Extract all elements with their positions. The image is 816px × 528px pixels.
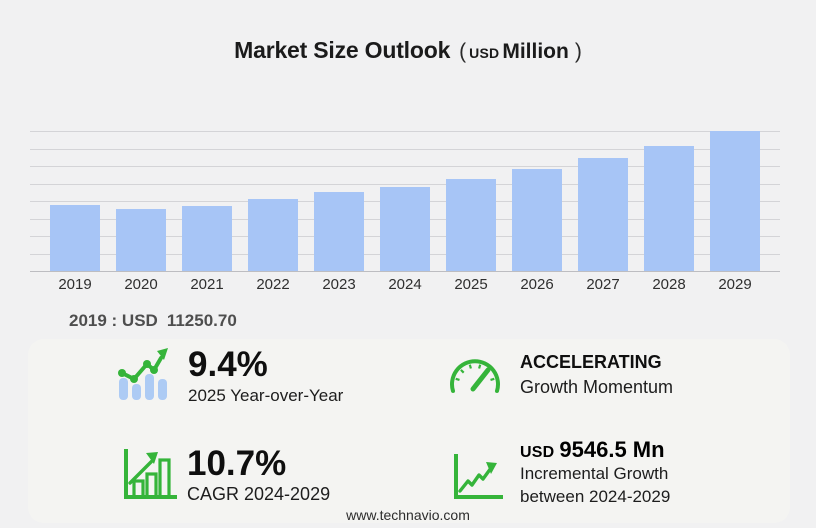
bar-2028	[644, 145, 694, 271]
incremental-label-line2: between 2024-2029	[520, 487, 671, 506]
x-tick-2021: 2021	[190, 276, 224, 293]
line-growth-icon	[451, 454, 503, 502]
title-unit: Million	[502, 40, 569, 63]
bar-2022	[248, 199, 298, 271]
incremental-label-line1: Incremental Growth	[520, 464, 669, 483]
x-tick-2020: 2020	[124, 276, 158, 293]
incremental-currency: USD	[520, 444, 555, 461]
x-tick-2025: 2025	[454, 276, 488, 293]
x-tick-2028: 2028	[652, 276, 686, 293]
cagr-label: CAGR 2024-2029	[187, 484, 331, 504]
gridline	[30, 166, 780, 167]
gridline	[30, 148, 780, 150]
title-paren-open: (	[459, 40, 467, 63]
bar-2021	[182, 206, 232, 271]
title-text: Market Size Outlook	[234, 37, 451, 63]
cagr-value: 10.7%	[187, 444, 287, 483]
gridline	[30, 183, 780, 185]
x-tick-2027: 2027	[586, 276, 620, 293]
bar-2023	[314, 192, 364, 271]
trend-bars-icon	[116, 346, 170, 400]
bar-2020	[116, 209, 166, 271]
base-year-label: 2019 : USD	[69, 311, 158, 330]
title-paren-close: )	[574, 40, 582, 63]
momentum-label: Growth Momentum	[520, 377, 674, 397]
gauge-icon	[447, 353, 503, 397]
bar-2029	[710, 131, 760, 271]
yoy-label: 2025 Year-over-Year	[188, 386, 344, 405]
x-tick-2023: 2023	[322, 276, 356, 293]
bar-2019	[50, 205, 100, 271]
title-currency: USD	[469, 45, 500, 61]
chart-title: Market Size Outlook ( USD Million )	[0, 37, 816, 64]
yoy-value: 9.4%	[188, 345, 268, 384]
bar-2027	[578, 157, 628, 271]
x-tick-2019: 2019	[58, 276, 92, 293]
base-year-annotation: 2019 : USD 11250.70	[69, 311, 237, 331]
x-axis-baseline	[30, 271, 780, 272]
base-year-value: 11250.70	[166, 311, 237, 330]
bar-2026	[512, 169, 562, 271]
source-url: www.technavio.com	[346, 507, 470, 523]
momentum-value: ACCELERATING	[520, 352, 662, 372]
x-tick-2022: 2022	[256, 276, 290, 293]
x-tick-2024: 2024	[388, 276, 422, 293]
bar-growth-icon	[120, 449, 178, 502]
bar-2024	[380, 187, 430, 271]
incremental-amount: 9546.5 Mn	[559, 437, 665, 462]
x-tick-2026: 2026	[520, 276, 554, 293]
incremental-value: USD 9546.5 Mn	[520, 437, 665, 463]
gridline	[30, 131, 780, 132]
x-tick-2029: 2029	[718, 276, 752, 293]
bar-chart: 2019 2020 2021 2022 2023 2024 2025 2026 2027 2028…	[30, 131, 780, 293]
bar-2025	[446, 179, 496, 271]
